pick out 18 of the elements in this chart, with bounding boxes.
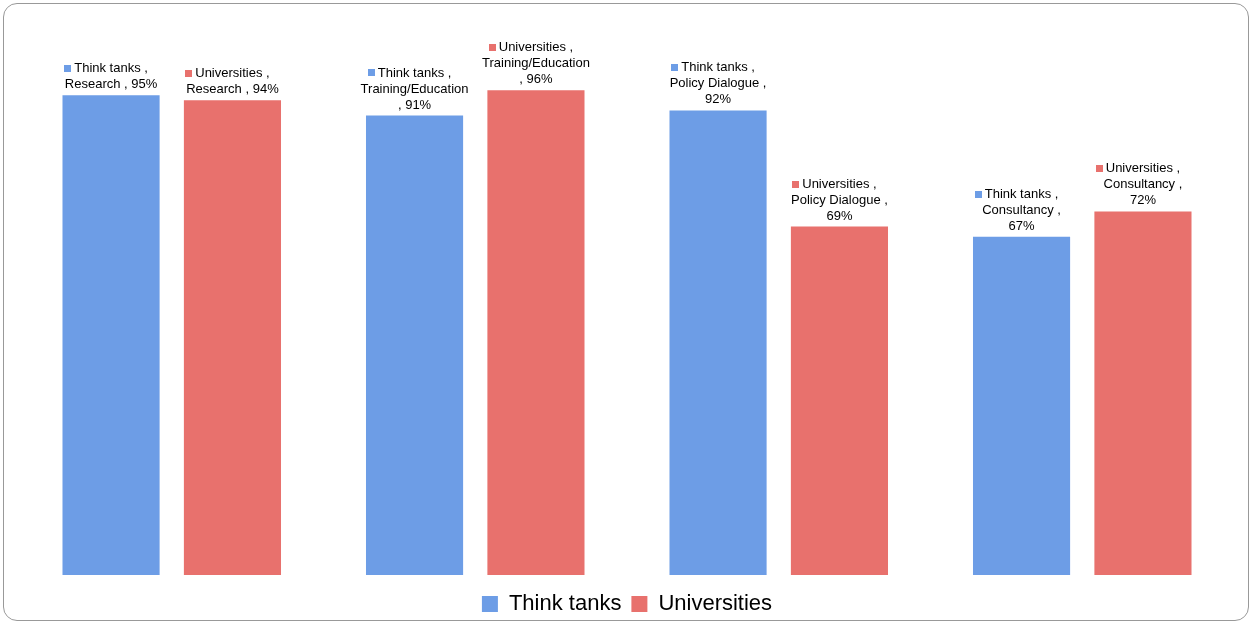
bar bbox=[487, 90, 585, 575]
data-label: Universities , Consultancy , 72% bbox=[1103, 160, 1183, 208]
bar bbox=[365, 115, 464, 575]
legend-label: Universities bbox=[658, 590, 773, 616]
bar bbox=[790, 226, 889, 575]
data-label: Think tanks , Research , 95% bbox=[64, 60, 158, 92]
bar bbox=[62, 95, 160, 575]
data-label: Think tanks , Training/Education , 91% bbox=[360, 64, 469, 112]
data-label: Think tanks , Policy Dialogue , 92% bbox=[669, 59, 767, 107]
data-label: Universities , Research , 94% bbox=[186, 65, 280, 97]
data-label: Universities , Policy Dialogue , 69% bbox=[791, 175, 888, 223]
data-label: Think tanks , Consultancy , 67% bbox=[982, 185, 1061, 233]
bar bbox=[669, 110, 767, 575]
bar bbox=[183, 100, 282, 575]
data-label: Universities , Training/Education , 96% bbox=[481, 39, 590, 87]
bar bbox=[972, 236, 1071, 575]
bar bbox=[1094, 211, 1192, 575]
legend-label: Think tanks bbox=[508, 590, 622, 616]
